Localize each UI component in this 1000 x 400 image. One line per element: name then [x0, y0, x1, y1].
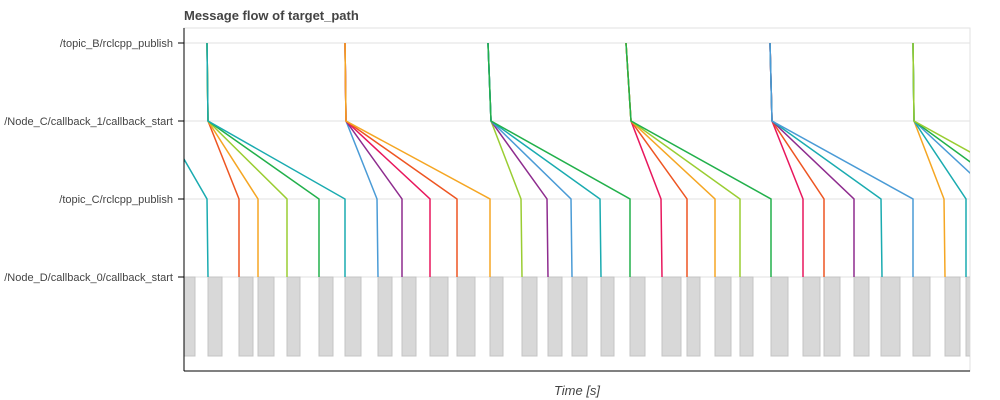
message-flow-line — [912, 42, 967, 277]
message-flow-line — [344, 42, 379, 278]
callback-duration-bar — [286, 276, 301, 357]
message-flow-line — [206, 42, 240, 277]
message-flow-line — [912, 42, 970, 175]
message-flow-line — [344, 42, 403, 277]
callback-duration-bar — [714, 276, 732, 357]
callback-duration-bar — [802, 276, 821, 357]
y-tick-label: /topic_B/rclcpp_publish — [60, 38, 173, 50]
y-tick-label: /Node_C/callback_1/callback_start — [4, 116, 173, 128]
callback-duration-bar — [912, 276, 931, 357]
message-flow-line — [487, 42, 549, 278]
message-flow-line — [912, 42, 970, 153]
callback-duration-bar — [207, 276, 223, 357]
message-flow-line — [625, 42, 688, 277]
callback-duration-bar — [571, 276, 588, 357]
message-flow-line — [206, 42, 259, 277]
callback-duration-bar — [965, 276, 970, 357]
x-axis-label: Time [s] — [554, 383, 600, 398]
message-flow-line — [769, 42, 914, 277]
callback-duration-bar — [318, 276, 334, 357]
callback-duration-bar — [401, 276, 417, 357]
callback-duration-bar — [770, 276, 789, 357]
callback-duration-bar — [257, 276, 275, 357]
message-flow-line — [206, 42, 346, 277]
callback-duration-bar — [489, 276, 504, 357]
callback-duration-bar — [739, 276, 754, 357]
message-flow-line — [487, 42, 523, 278]
callback-duration-bar — [429, 276, 449, 357]
y-tick-label: /topic_C/rclcpp_publish — [59, 194, 173, 206]
chart-title: Message flow of target_path — [184, 8, 359, 23]
message-flow-line — [487, 42, 631, 277]
callback-duration-bar — [629, 276, 646, 357]
message-flow-line — [487, 42, 602, 278]
callback-duration-bar — [600, 276, 615, 357]
callback-duration-bar — [547, 276, 563, 357]
callback-duration-bar — [686, 276, 701, 357]
callback-duration-bar — [456, 276, 476, 357]
callback-duration-bar — [344, 276, 362, 357]
callback-duration-bar — [521, 276, 538, 357]
callback-duration-bar — [377, 276, 393, 357]
y-tick-label: /Node_D/callback_0/callback_start — [4, 272, 173, 284]
callback-duration-bar — [661, 276, 682, 357]
message-flow-line — [184, 157, 209, 278]
callback-duration-bar — [853, 276, 870, 357]
callback-duration-bar — [238, 276, 254, 357]
callback-duration-bar — [944, 276, 961, 357]
message-flow-line — [769, 42, 825, 277]
message-flow-line — [344, 42, 491, 277]
message-flow-line — [625, 42, 741, 277]
callback-duration-bar — [184, 276, 196, 357]
message-flow-line — [625, 42, 663, 278]
callback-duration-bar — [823, 276, 841, 357]
message-flow-line — [625, 42, 772, 277]
callback-duration-bar — [880, 276, 901, 357]
